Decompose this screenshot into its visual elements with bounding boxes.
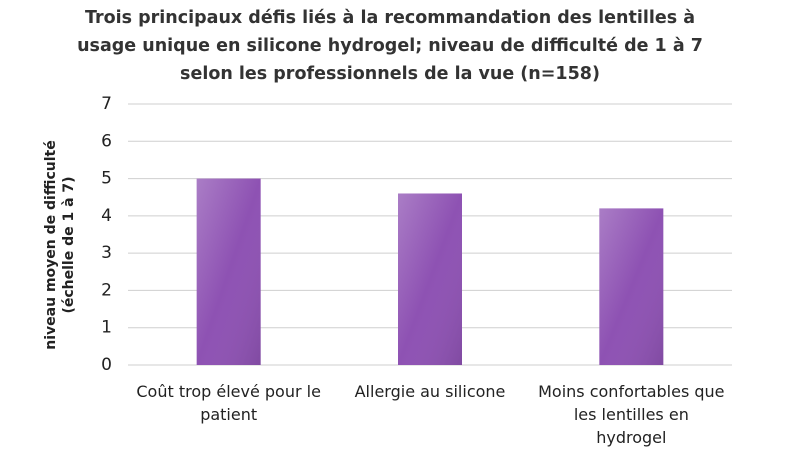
y-tick-label: 6	[101, 131, 112, 151]
y-tick-label: 3	[101, 243, 112, 263]
y-tick-label: 1	[101, 318, 112, 338]
bar-texture	[398, 193, 462, 365]
x-tick-label: Coût trop élevé pour le patient	[136, 382, 321, 424]
x-tick-label: Moins confortables que les lentilles en …	[538, 382, 725, 447]
chart-title: Trois principaux défis liés à la recomma…	[77, 8, 703, 84]
bar-texture	[599, 208, 664, 365]
x-tick-label: Allergie au silicone	[354, 382, 506, 401]
y-tick-label: 5	[101, 169, 112, 189]
y-tick-label: 4	[101, 206, 112, 226]
y-tick-label: 7	[101, 94, 112, 114]
bar-texture	[196, 178, 261, 365]
y-tick-label: 2	[101, 280, 112, 300]
y-tick-label: 0	[101, 355, 112, 375]
